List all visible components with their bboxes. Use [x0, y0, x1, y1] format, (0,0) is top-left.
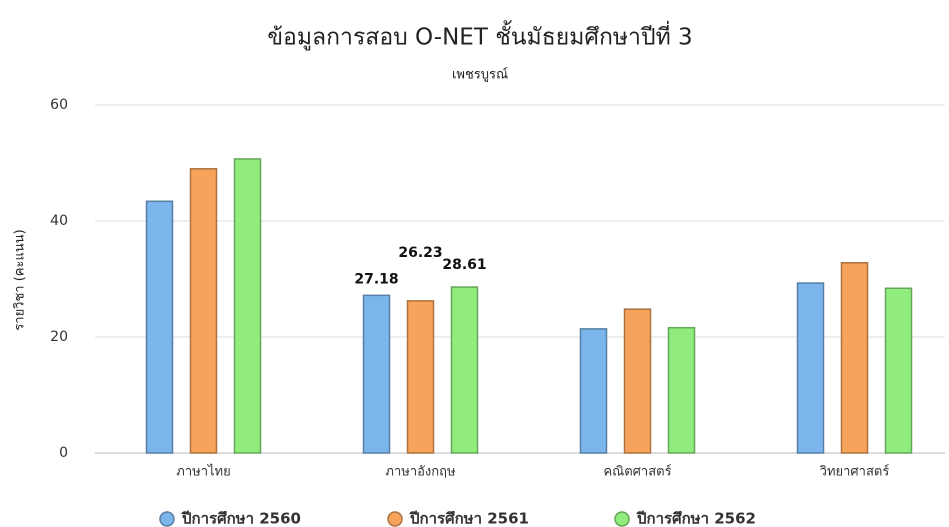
y-tick-label: 40 — [50, 213, 68, 229]
bar — [145, 200, 174, 454]
y-tick-label: 20 — [50, 329, 68, 345]
y-tick-label: 60 — [50, 97, 68, 113]
x-tick-label: ภาษาอังกฤษ — [385, 465, 456, 480]
legend-label: ปีการศึกษา 2561 — [409, 510, 529, 527]
chart-title: ข้อมูลการสอบ O-NET ชั้นมัธยมศึกษาปีที่ 3 — [267, 21, 692, 51]
bar — [884, 287, 913, 454]
x-tick-label: วิทยาศาสตร์ — [819, 464, 889, 480]
bar — [233, 158, 262, 454]
bar — [840, 262, 869, 454]
bar — [796, 282, 825, 454]
y-tick-label: 0 — [59, 445, 68, 461]
bar — [450, 286, 479, 454]
data-label: 28.61 — [442, 257, 486, 273]
bar — [406, 300, 435, 454]
y-axis-label: รายวิชา (คะแนน) — [13, 229, 28, 330]
legend-swatch — [614, 511, 630, 527]
bar — [667, 326, 696, 454]
legend-label: ปีการศึกษา 2560 — [181, 510, 301, 527]
bar — [189, 168, 218, 454]
bar — [623, 308, 652, 454]
data-label: 26.23 — [398, 245, 442, 261]
bar — [362, 294, 391, 454]
bar — [579, 328, 608, 454]
chart-subtitle: เพชรบูรณ์ — [452, 67, 508, 83]
legend-swatch — [159, 511, 175, 527]
legend-label: ปีการศึกษา 2562 — [636, 510, 756, 527]
legend-swatch — [387, 511, 403, 527]
x-tick-label: ภาษาไทย — [176, 464, 230, 480]
x-tick-label: คณิตศาสตร์ — [603, 464, 671, 480]
data-label: 27.18 — [354, 271, 398, 287]
